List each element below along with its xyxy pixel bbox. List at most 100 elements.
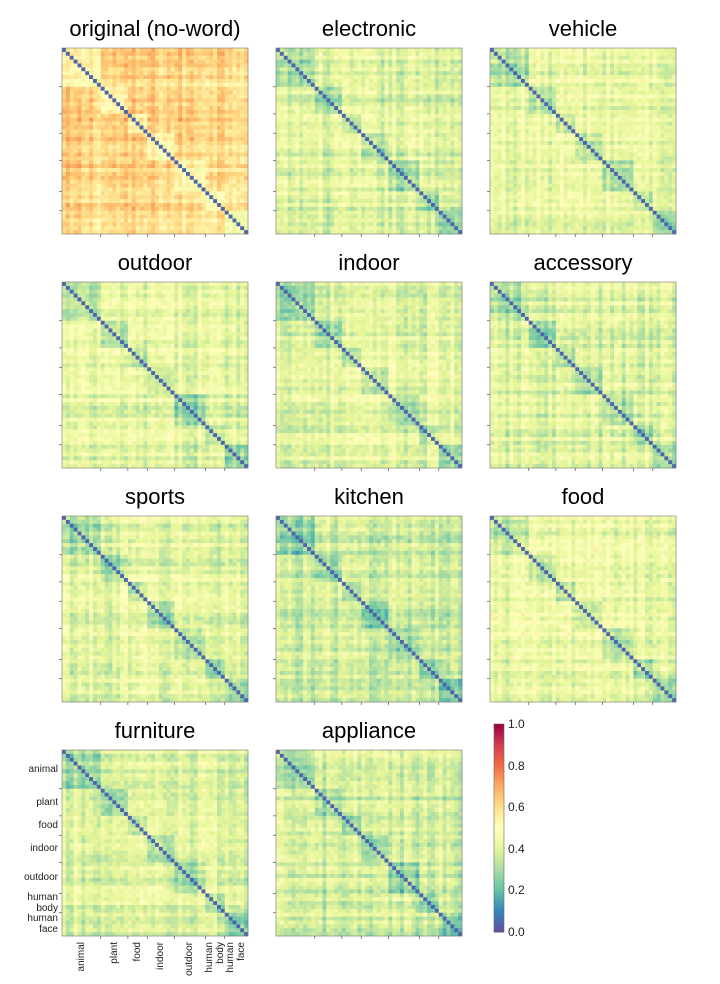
heatmap-cell xyxy=(276,51,281,57)
heatmap-cell xyxy=(652,51,657,57)
heatmap-cell xyxy=(197,98,202,103)
heatmap-cell xyxy=(124,129,129,134)
heatmap-cell xyxy=(345,110,350,115)
heatmap-cell xyxy=(322,187,327,192)
heatmap-cell xyxy=(104,137,109,142)
heatmap-cell xyxy=(135,206,140,212)
heatmap-vehicle xyxy=(487,47,677,237)
heatmap-cell xyxy=(108,152,113,157)
heatmap-cell xyxy=(392,191,397,196)
heatmap-cell xyxy=(158,144,164,150)
heatmap-cell xyxy=(450,71,455,76)
heatmap-cell xyxy=(228,172,233,177)
heatmap-cell xyxy=(135,106,140,111)
heatmap-cell xyxy=(193,113,198,119)
heatmap-cell xyxy=(524,55,530,60)
heatmap-cell xyxy=(139,160,144,165)
heatmap-cell xyxy=(458,75,463,80)
heatmap-cell xyxy=(139,59,144,64)
heatmap-cell xyxy=(442,102,447,107)
heatmap-cell xyxy=(186,199,191,204)
heatmap-cell xyxy=(81,214,86,219)
heatmap-cell xyxy=(307,59,312,64)
heatmap-cell xyxy=(555,63,561,68)
heatmap-cell xyxy=(299,179,304,184)
heatmap-cell xyxy=(155,94,160,99)
heatmap-cell xyxy=(124,218,129,223)
heatmap-cell xyxy=(544,55,549,60)
heatmap-cell xyxy=(65,168,71,173)
heatmap-cell xyxy=(170,179,175,184)
heatmap-cell xyxy=(135,168,140,173)
heatmap-cell xyxy=(104,210,109,215)
heatmap-cell xyxy=(571,48,576,53)
heatmap-cell xyxy=(341,218,347,223)
heatmap-cell xyxy=(279,113,285,119)
heatmap-cell xyxy=(155,183,160,188)
heatmap-cell xyxy=(217,106,222,111)
heatmap-cell xyxy=(108,230,113,235)
heatmap-cell xyxy=(166,214,171,219)
heatmap-cell xyxy=(193,148,198,153)
heatmap-cell xyxy=(116,102,121,107)
heatmap-cell xyxy=(400,172,405,177)
heatmap-cell xyxy=(318,55,323,60)
heatmap-cell xyxy=(349,102,354,107)
heatmap-cell xyxy=(295,137,300,142)
heatmap-cell xyxy=(540,48,545,53)
heatmap-cell xyxy=(330,137,335,142)
heatmap-cell xyxy=(147,137,152,142)
heatmap-cell xyxy=(120,195,125,200)
heatmap-cell xyxy=(295,214,300,219)
heatmap-cell xyxy=(326,106,331,111)
heatmap-cell xyxy=(372,179,378,184)
heatmap-cell xyxy=(81,191,86,196)
heatmap-cell xyxy=(232,148,237,153)
heatmap-cell xyxy=(96,117,102,122)
heatmap-cell xyxy=(108,98,113,103)
heatmap-cell xyxy=(400,195,405,200)
heatmap-cell xyxy=(372,82,378,88)
heatmap-cell xyxy=(93,133,98,138)
heatmap-cell xyxy=(147,191,152,196)
heatmap-cell xyxy=(151,160,156,165)
heatmap-cell xyxy=(170,98,175,103)
heatmap-cell xyxy=(65,191,71,196)
heatmap-cell xyxy=(205,152,210,157)
heatmap-cell xyxy=(345,199,350,204)
heatmap-cell xyxy=(158,148,164,153)
heatmap-cell xyxy=(330,110,335,115)
heatmap-cell xyxy=(357,48,362,53)
heatmap-cell xyxy=(186,102,191,107)
heatmap-cell xyxy=(318,121,323,126)
heatmap-cell xyxy=(224,86,229,91)
heatmap-cell xyxy=(322,164,327,169)
heatmap-cell xyxy=(276,55,281,60)
heatmap-cell xyxy=(65,59,71,64)
heatmap-cell xyxy=(307,230,312,235)
heatmap-cell xyxy=(186,222,191,227)
heatmap-cell xyxy=(162,71,167,76)
heatmap-cell xyxy=(419,102,424,107)
heatmap-cell xyxy=(197,222,202,227)
heatmap-cell xyxy=(170,230,175,235)
heatmap-cell xyxy=(338,187,343,192)
heatmap-cell xyxy=(220,152,226,157)
heatmap-cell xyxy=(162,141,167,146)
heatmap-cell xyxy=(283,222,288,227)
heatmap-cell xyxy=(166,222,171,227)
heatmap-cell xyxy=(69,199,74,204)
heatmap-cell xyxy=(400,214,405,219)
heatmap-cell xyxy=(287,210,292,215)
heatmap-cell xyxy=(361,144,366,150)
heatmap-cell xyxy=(77,230,82,235)
heatmap-cell xyxy=(69,79,74,84)
heatmap-cell xyxy=(310,160,316,165)
heatmap-cell xyxy=(209,94,214,99)
heatmap-cell xyxy=(427,133,432,138)
heatmap-cell xyxy=(407,129,412,134)
heatmap-cell xyxy=(388,195,393,200)
heatmap-cell xyxy=(77,98,82,103)
heatmap-cell xyxy=(341,82,347,88)
heatmap-cell xyxy=(338,86,343,91)
